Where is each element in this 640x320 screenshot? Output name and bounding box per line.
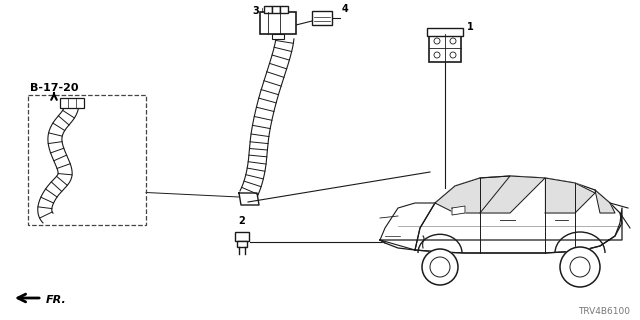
Text: 3: 3 bbox=[253, 6, 259, 16]
Bar bbox=[60, 98, 84, 108]
Polygon shape bbox=[38, 102, 79, 223]
Bar bbox=[264, 6, 272, 13]
Text: TRV4B6100: TRV4B6100 bbox=[578, 308, 630, 316]
Polygon shape bbox=[380, 203, 435, 250]
Bar bbox=[427, 28, 463, 36]
Polygon shape bbox=[415, 176, 622, 253]
Bar bbox=[280, 6, 288, 13]
Bar bbox=[28, 95, 146, 225]
Text: 4: 4 bbox=[342, 4, 349, 14]
Text: B-17-20: B-17-20 bbox=[29, 83, 78, 93]
Bar bbox=[235, 232, 249, 241]
Polygon shape bbox=[545, 178, 595, 213]
Bar bbox=[429, 34, 461, 62]
Text: FR.: FR. bbox=[46, 295, 67, 305]
Bar bbox=[272, 34, 284, 39]
Circle shape bbox=[560, 247, 600, 287]
Circle shape bbox=[422, 249, 458, 285]
Bar bbox=[237, 241, 247, 247]
Bar bbox=[312, 11, 332, 25]
Bar bbox=[260, 12, 296, 34]
Polygon shape bbox=[480, 176, 545, 213]
Polygon shape bbox=[595, 190, 615, 213]
Polygon shape bbox=[452, 206, 465, 215]
Polygon shape bbox=[435, 176, 510, 213]
Bar bbox=[272, 6, 280, 13]
Polygon shape bbox=[380, 208, 622, 253]
Text: 1: 1 bbox=[467, 22, 474, 32]
Polygon shape bbox=[240, 37, 294, 199]
Polygon shape bbox=[239, 193, 259, 205]
Text: 2: 2 bbox=[239, 216, 245, 226]
